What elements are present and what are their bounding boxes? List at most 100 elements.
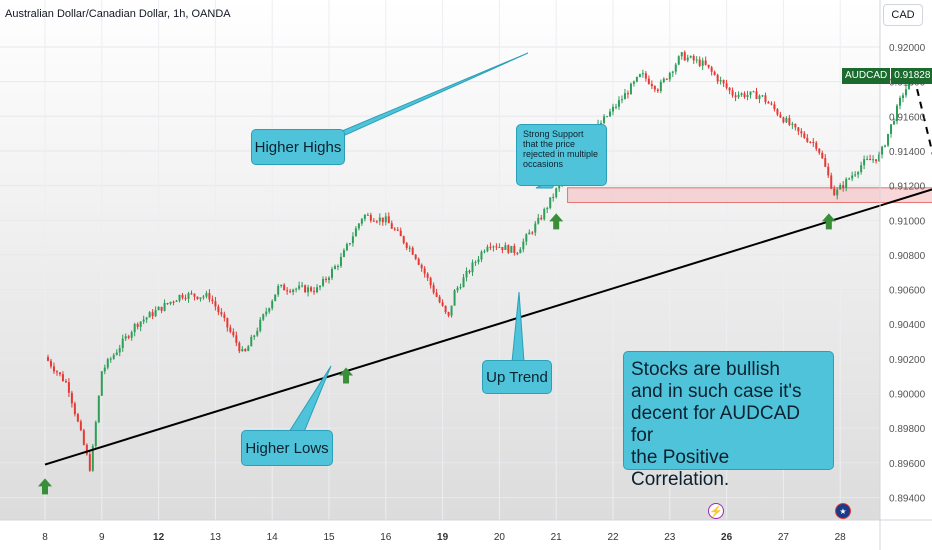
candle-body [869,158,872,161]
candle-body [280,284,283,286]
candle-body [351,236,354,244]
candle-body [632,81,635,84]
candle-body [659,81,662,92]
candle-body [190,293,193,295]
candle-body [806,137,809,142]
candle-body [387,216,390,224]
candle-body [495,246,498,248]
candle-body [620,99,623,101]
up-trend-note[interactable]: Up Trend [482,360,552,394]
candle-body [465,270,468,278]
candle-body [827,166,830,176]
y-tick-label: 0.91600 [889,112,926,123]
candle-body [507,245,510,253]
candle-body [887,133,890,146]
candle-body [740,93,743,95]
up-arrow-marker [38,478,52,495]
candle-body [199,297,202,299]
candle-body [779,114,782,118]
candle-body [788,118,791,125]
candle-body [531,232,534,234]
candle-body [49,360,52,367]
candle-body [650,83,653,87]
x-tick-label: 21 [551,532,563,543]
y-tick-label: 0.90400 [889,320,926,331]
candle-body [791,123,794,125]
candle-body [133,323,136,333]
candle-body [399,230,402,237]
candle-body [719,80,722,82]
candle-body [319,285,322,288]
candle-body [635,76,638,82]
candle-body [85,444,88,455]
candle-body [612,106,614,112]
candle-body [79,421,82,431]
candle-body [758,95,761,100]
candle-body [411,247,414,255]
candle-body [253,335,256,337]
candle-body [441,302,444,306]
candle-body [256,330,259,336]
candle-body [121,338,124,349]
candle-body [298,285,301,289]
candle-body [157,306,160,311]
candle-body [453,290,456,306]
candle-body [809,141,812,143]
candle-body [504,245,507,251]
candle-body [429,277,432,286]
candle-body [456,287,459,291]
y-tick-label: 0.91400 [889,147,926,158]
candle-body [172,301,175,303]
candle-body [851,175,854,179]
candle-body [423,268,426,274]
candle-body [286,290,289,292]
candle-body [262,314,265,320]
candle-body [447,312,450,316]
candle-body [348,243,351,245]
candle-body [534,223,537,233]
x-tick-label: 22 [607,532,619,543]
candle-body [731,90,734,96]
candle-body [722,80,725,84]
candle-body [166,303,169,305]
candle-body [746,94,749,98]
stocks-line-2: and in such case it's [631,381,802,402]
candle-body [274,294,277,302]
candle-body [734,95,737,98]
higher-highs-note[interactable]: Higher Highs [251,129,345,165]
candle-body [52,366,55,372]
australia-flag-icon[interactable]: ★ [835,503,851,519]
candle-body [824,158,827,167]
candle-body [603,116,606,124]
candle-body [845,178,848,188]
candle-body [244,348,247,352]
candle-body [268,308,271,312]
candle-body [623,93,626,100]
currency-button[interactable]: CAD [883,4,923,26]
candle-body [322,278,325,286]
candle-body [848,178,851,180]
candle-body [519,249,522,254]
candle-body [94,422,97,446]
candle-body [295,288,298,290]
candle-body [626,93,629,95]
higher-lows-note[interactable]: Higher Lows [241,430,333,466]
candle-body [67,382,70,393]
candle-body [749,91,752,95]
candle-body [178,294,181,301]
stocks-correlation-note[interactable]: Stocks are bullish and in such case it's… [623,351,834,490]
strong-support-note[interactable]: Strong Support that the price rejected i… [516,124,607,186]
lightning-icon[interactable]: ⚡ [708,503,724,519]
candle-body [773,104,776,110]
candle-body [875,159,878,162]
candle-body [160,306,163,311]
y-tick-label: 0.90000 [889,390,926,401]
candle-body [58,372,61,375]
candle-body [803,133,806,138]
y-tick-label: 0.89800 [889,424,926,435]
candle-body [644,73,647,79]
candle-body [692,56,695,61]
candle-body [689,56,692,58]
candle-body [381,217,384,223]
up-arrow-marker [339,367,354,384]
